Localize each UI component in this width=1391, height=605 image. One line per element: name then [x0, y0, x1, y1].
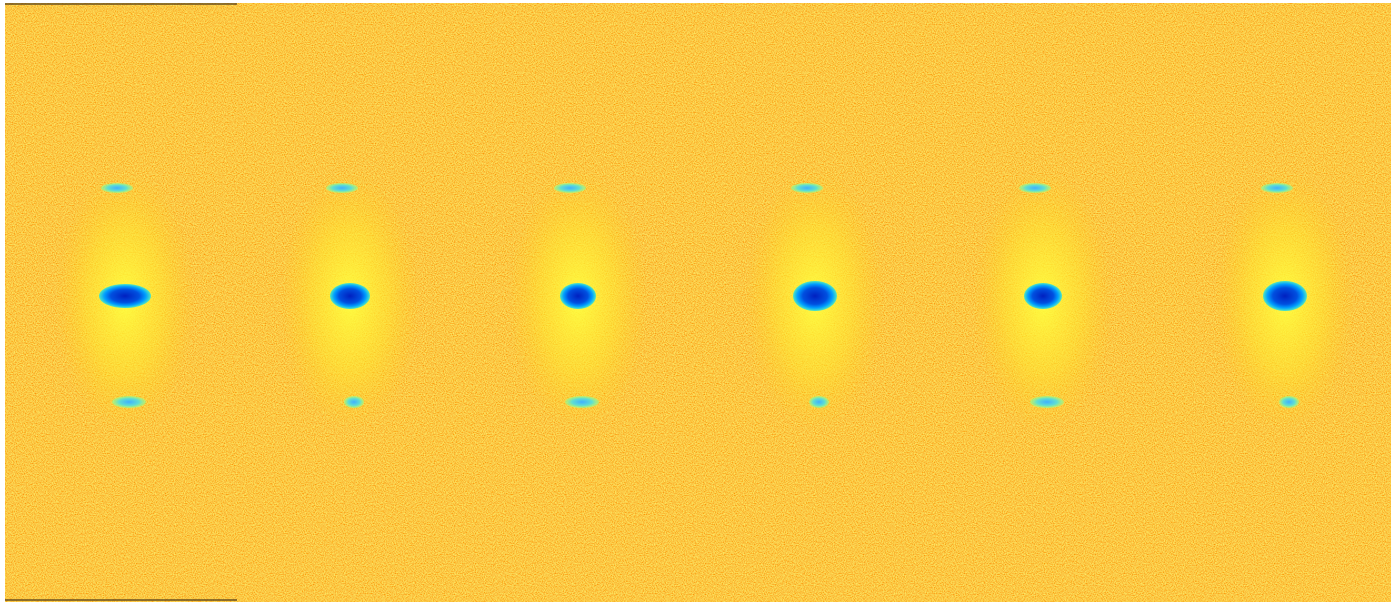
page: {} (() => { const svg = document.getElem…: [0, 0, 1391, 605]
top-spot: [554, 183, 586, 193]
top-spot: [1019, 183, 1051, 193]
main-spot: [793, 281, 837, 311]
bottom-spot: [1030, 396, 1064, 408]
main-spot: [1024, 283, 1062, 309]
main-spot: [99, 284, 151, 308]
noise-texture: [5, 3, 1391, 602]
main-spot: [330, 283, 370, 309]
main-spot: [560, 283, 596, 309]
top-spot: [101, 183, 133, 193]
top-spot: [1261, 183, 1293, 193]
bottom-spot: [112, 396, 146, 408]
bottom-spot: [1279, 396, 1299, 408]
image-strip: [0, 0, 1391, 605]
top-spot: [791, 183, 823, 193]
main-spot: [1263, 281, 1307, 311]
bottom-spot: [344, 396, 364, 408]
bottom-spot: [809, 396, 829, 408]
bottom-spot: [565, 396, 599, 408]
top-spot: [326, 183, 358, 193]
